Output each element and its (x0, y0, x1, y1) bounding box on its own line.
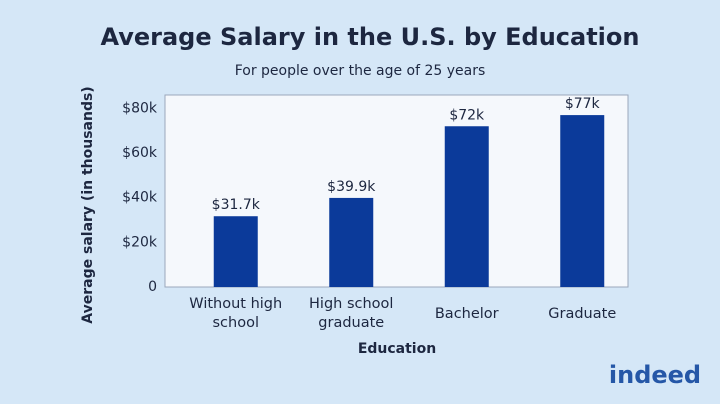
bar (329, 197, 374, 287)
value-label: $31.7k (212, 197, 261, 213)
y-tick-label: $60k (122, 145, 158, 161)
value-label: $72k (449, 107, 485, 123)
y-tick-label: $80k (122, 100, 158, 116)
chart-title: Average Salary in the U.S. by Education (101, 23, 640, 51)
bar (444, 126, 489, 287)
x-axis-title: Education (358, 341, 436, 357)
logo: indeed (609, 361, 701, 389)
value-label: $77k (565, 96, 601, 112)
bar (213, 216, 258, 287)
value-label: $39.9k (327, 179, 376, 195)
bar (560, 115, 605, 288)
chart-subtitle: For people over the age of 25 years (235, 63, 486, 79)
x-tick-label: Graduate (548, 305, 617, 322)
y-axis-title: Average salary (in thousands) (80, 86, 96, 323)
y-tick-label: $20k (122, 234, 158, 250)
x-tick-label: Without high school (189, 296, 283, 331)
x-tick-label: High school graduate (309, 296, 394, 331)
x-tick-label: Bachelor (434, 305, 499, 322)
y-tick-label: $40k (122, 190, 158, 206)
y-tick-label: 0 (148, 279, 157, 295)
